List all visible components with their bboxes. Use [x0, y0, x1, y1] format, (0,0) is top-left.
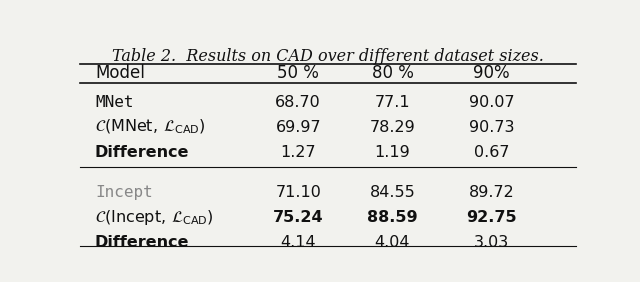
Text: 1.19: 1.19 [374, 145, 410, 160]
Text: Difference: Difference [95, 145, 189, 160]
Text: 88.59: 88.59 [367, 210, 418, 225]
Text: 71.10: 71.10 [275, 185, 321, 200]
Text: 75.24: 75.24 [273, 210, 324, 225]
Text: 78.29: 78.29 [370, 120, 415, 135]
Text: 50 %: 50 % [277, 64, 319, 82]
Text: 3.03: 3.03 [474, 235, 509, 250]
Text: Difference: Difference [95, 235, 189, 250]
Text: 0.67: 0.67 [474, 145, 509, 160]
Text: 4.14: 4.14 [280, 235, 316, 250]
Text: 90%: 90% [474, 64, 510, 82]
Text: Table 2.  Results on CAD over different dataset sizes.: Table 2. Results on CAD over different d… [112, 48, 544, 65]
Text: MNet: MNet [95, 95, 133, 110]
Text: $\mathcal{C}$$\mathrm{(Incept,\,}$$\mathcal{L}_{\mathrm{CAD}}\mathrm{)}$: $\mathcal{C}$$\mathrm{(Incept,\,}$$\math… [95, 208, 214, 227]
Text: Model: Model [95, 64, 145, 82]
Text: 1.27: 1.27 [280, 145, 316, 160]
Text: Incept: Incept [95, 185, 152, 200]
Text: 90.73: 90.73 [469, 120, 515, 135]
Text: 68.70: 68.70 [275, 95, 321, 110]
Text: 77.1: 77.1 [374, 95, 410, 110]
Text: 80 %: 80 % [372, 64, 413, 82]
Text: $\mathcal{C}$$\mathrm{(MNet,\,}$$\mathcal{L}_{\mathrm{CAD}}\mathrm{)}$: $\mathcal{C}$$\mathrm{(MNet,\,}$$\mathca… [95, 118, 205, 136]
Text: 69.97: 69.97 [275, 120, 321, 135]
Text: 84.55: 84.55 [370, 185, 415, 200]
Text: 4.04: 4.04 [375, 235, 410, 250]
Text: 89.72: 89.72 [469, 185, 515, 200]
Text: 90.07: 90.07 [469, 95, 515, 110]
Text: 92.75: 92.75 [467, 210, 517, 225]
